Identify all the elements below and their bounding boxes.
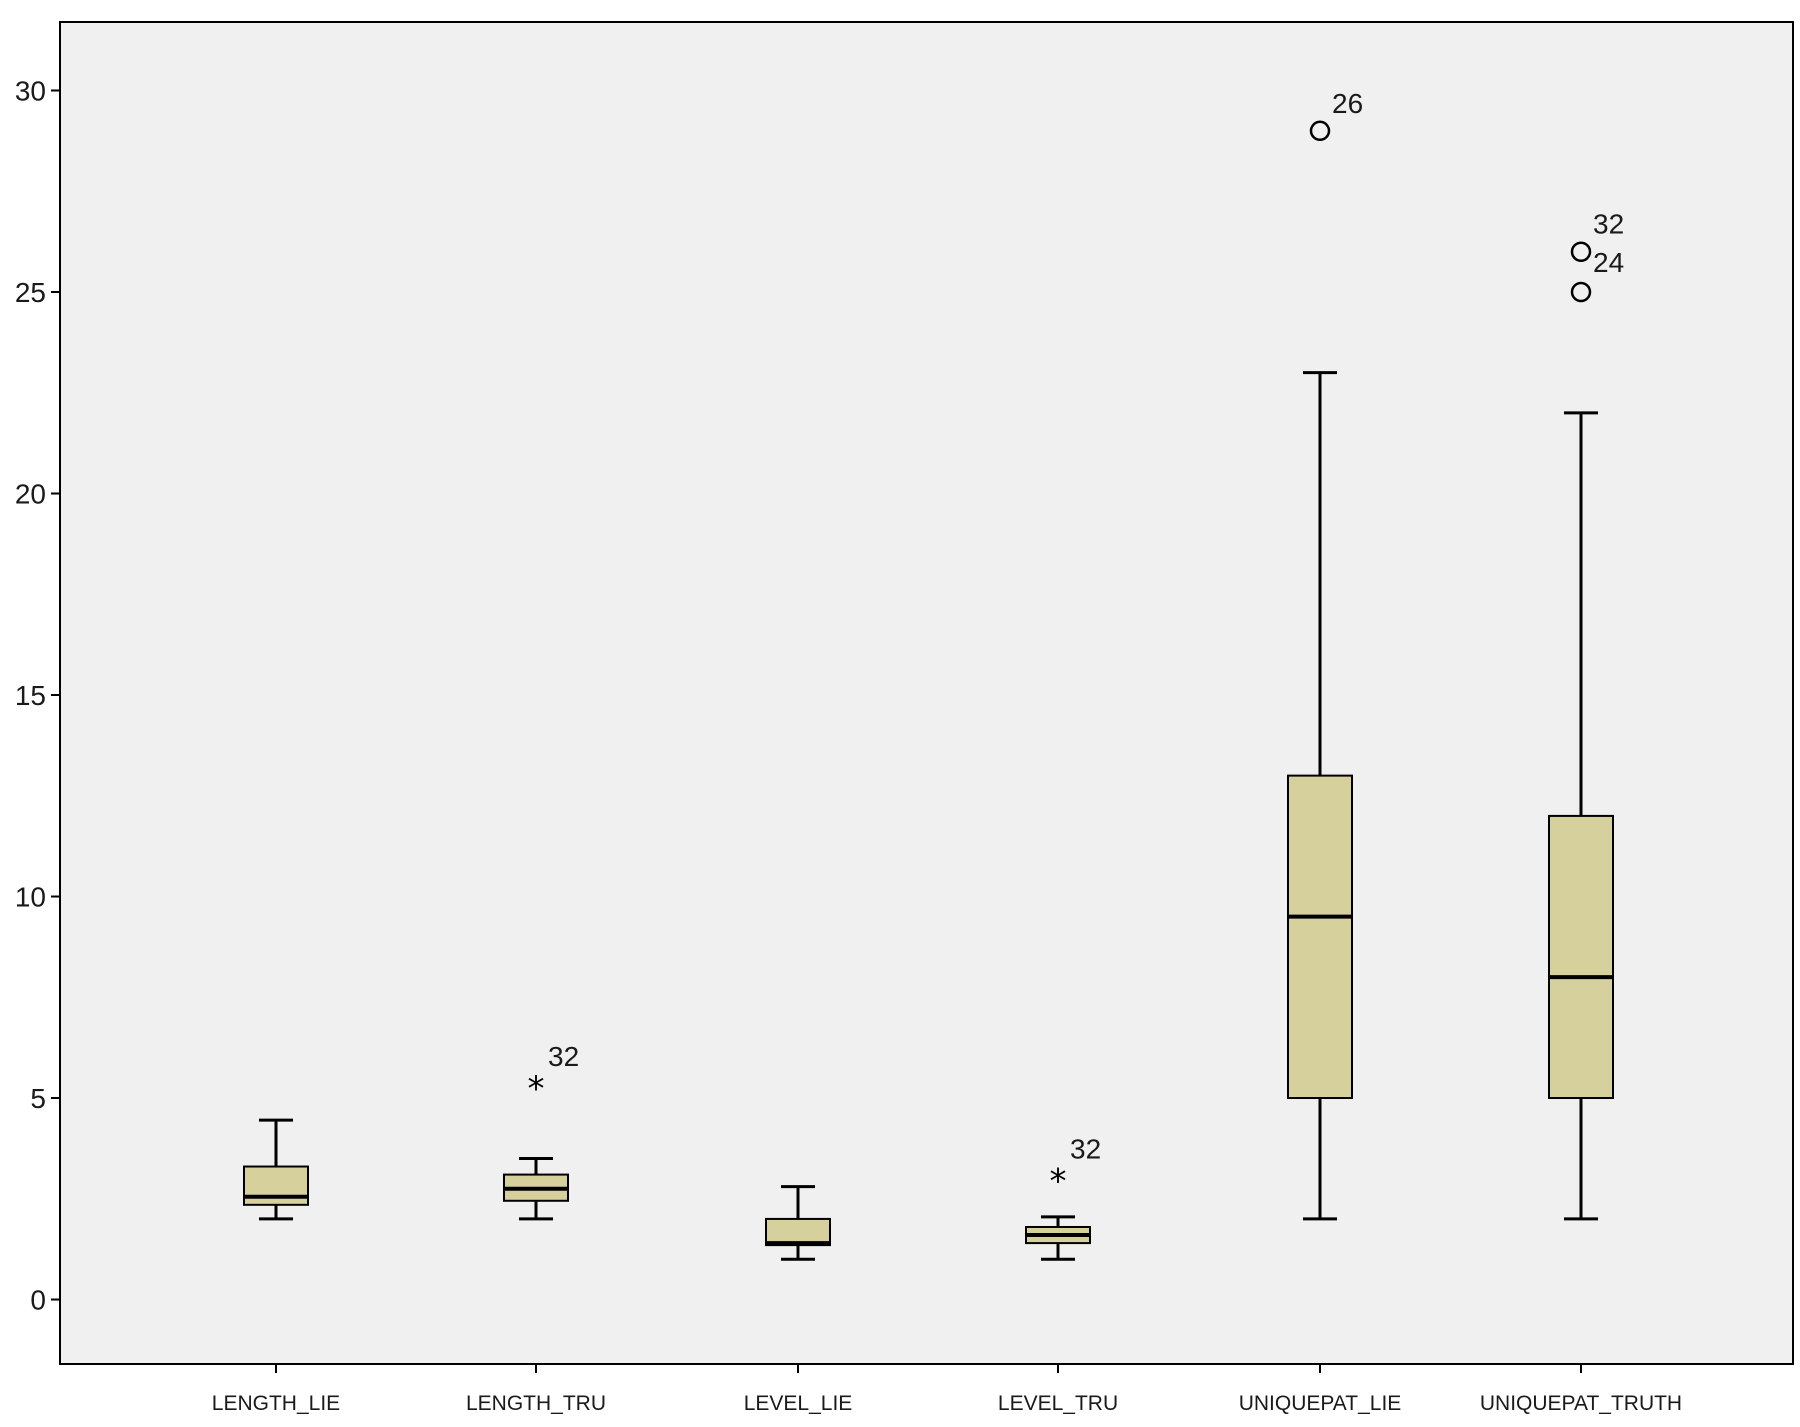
y-tick-label: 30 <box>15 76 46 107</box>
x-axis: LENGTH_LIE LENGTH_TRU LEVEL_LIE LEVEL_TRU UN… <box>212 1364 1682 1415</box>
y-tick-label: 0 <box>30 1285 46 1316</box>
y-tick-label: 15 <box>15 680 46 711</box>
x-category-label: LENGTH_LIE <box>212 1392 340 1415</box>
box-iqr <box>1548 814 1614 1100</box>
box-group: 26 <box>1287 88 1363 1221</box>
box-group: *32 <box>503 1041 579 1221</box>
x-category-label: UNIQUEPAT_TRUTH <box>1480 1392 1682 1415</box>
box-iqr <box>765 1217 831 1247</box>
plot-background <box>59 21 1794 1365</box>
box-iqr <box>243 1165 309 1206</box>
outlier-label: 32 <box>548 1041 579 1072</box>
outlier-label: 24 <box>1593 247 1624 278</box>
outlier-circle <box>1309 120 1331 142</box>
x-category-label: LENGTH_TRU <box>466 1392 606 1415</box>
y-tick-label: 20 <box>15 479 46 510</box>
outlier-circle <box>1570 241 1592 262</box>
x-category-label: LEVEL_TRU <box>998 1392 1118 1415</box>
box-iqr <box>1287 774 1353 1100</box>
x-category-label: LEVEL_LIE <box>744 1392 853 1415</box>
outlier-star: * <box>1050 1162 1067 1202</box>
outlier-circle <box>1570 281 1592 303</box>
outlier-label: 26 <box>1332 88 1363 119</box>
outlier-label: 32 <box>1070 1134 1101 1165</box>
y-tick-label: 10 <box>15 882 46 913</box>
y-tick-label: 5 <box>30 1083 46 1114</box>
x-category-label: UNIQUEPAT_LIE <box>1239 1392 1402 1415</box>
box-group: *32 <box>1025 1134 1101 1261</box>
outlier-star: * <box>528 1069 545 1109</box>
box-group <box>765 1185 831 1261</box>
y-axis: 0 5 10 15 20 25 30 <box>15 76 60 1316</box>
y-tick-label: 25 <box>15 277 46 308</box>
box-group <box>243 1118 309 1221</box>
outlier-label: 32 <box>1593 209 1624 240</box>
